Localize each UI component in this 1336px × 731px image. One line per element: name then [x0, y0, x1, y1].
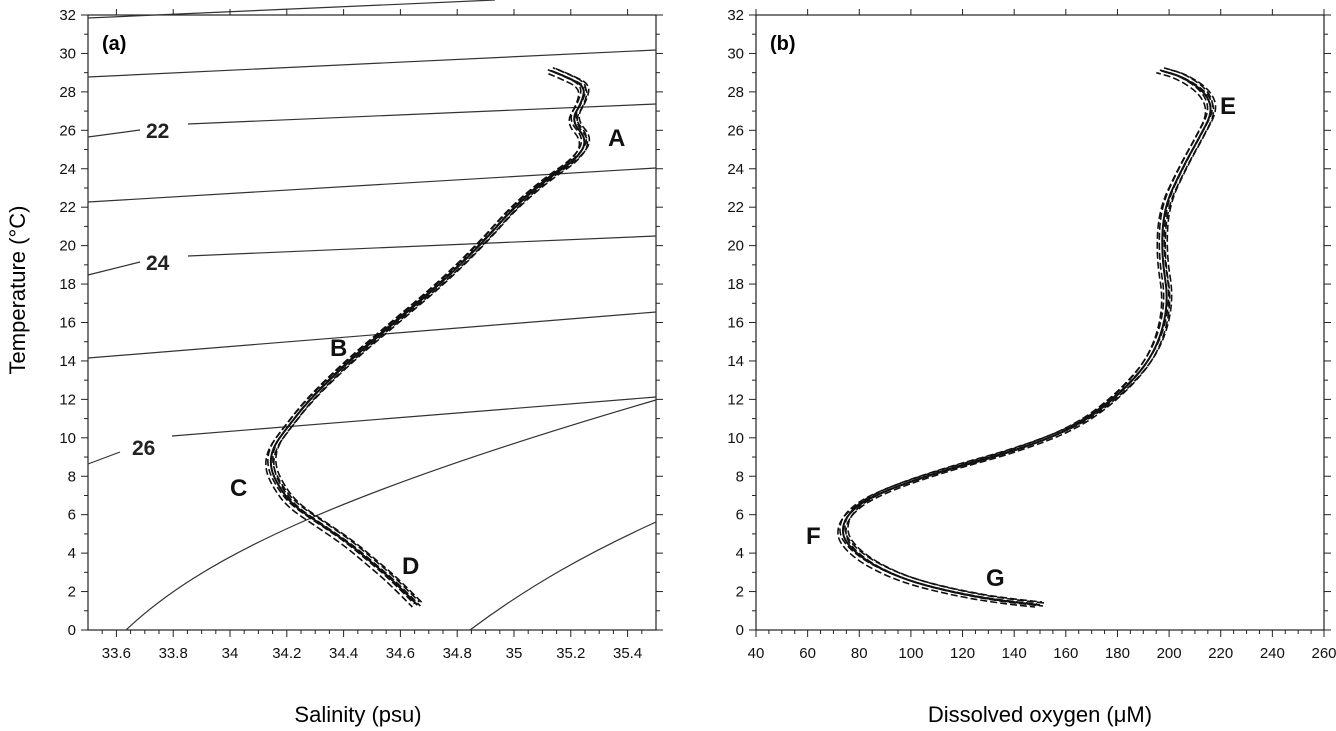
x-tick-label: 60	[799, 645, 816, 662]
panel-a-isopycnals	[87, 0, 657, 631]
y-tick-label: 6	[736, 507, 744, 524]
isopycnal-line	[469, 521, 657, 631]
y-tick-label: 14	[727, 353, 744, 370]
y-tick-label: 0	[68, 622, 76, 639]
y-tick-label: 6	[68, 507, 76, 524]
panel-a-label: (a)	[102, 33, 126, 55]
series-line	[270, 69, 586, 606]
x-tick-label: 34.6	[386, 645, 415, 662]
series-core-line	[269, 69, 586, 606]
point-label-f: F	[806, 523, 821, 550]
isopycnal-line	[87, 261, 141, 276]
isopycnal-line	[125, 399, 657, 631]
x-tick-label: 200	[1157, 645, 1182, 662]
series-line	[837, 71, 1207, 608]
isopycnal-line	[87, 0, 496, 19]
isopycnal-line	[87, 167, 657, 203]
y-tick-label: 28	[59, 84, 76, 101]
panel-a-y-axis-title: Temperature (°C)	[5, 206, 30, 375]
y-tick-label: 12	[59, 391, 76, 408]
y-tick-label: 24	[727, 161, 744, 178]
x-tick-label: 180	[1105, 645, 1130, 662]
y-tick-label: 10	[59, 430, 76, 447]
y-tick-label: 20	[727, 238, 744, 255]
y-tick-label: 20	[59, 238, 76, 255]
y-tick-label: 16	[59, 315, 76, 332]
x-tick-label: 40	[748, 645, 765, 662]
point-label-d: D	[402, 553, 419, 580]
y-tick-label: 28	[727, 84, 744, 101]
panel-b-x-axis-title: Dissolved oxygen (μM)	[928, 702, 1152, 727]
panel-a-temperature-salinity: 22 24 26 0246810121416182022242628303233…	[5, 0, 663, 727]
x-tick-label: 140	[1002, 645, 1027, 662]
x-tick-label: 240	[1260, 645, 1285, 662]
isopycnal-line	[87, 129, 141, 138]
y-tick-label: 0	[736, 622, 744, 639]
point-label-a: A	[608, 125, 625, 152]
series-line	[275, 67, 591, 604]
x-tick-label: 100	[898, 645, 923, 662]
y-tick-label: 32	[59, 7, 76, 24]
y-tick-label: 4	[736, 545, 744, 562]
y-tick-label: 30	[59, 45, 76, 62]
isopycnal-line	[187, 103, 657, 125]
y-tick-label: 16	[727, 315, 744, 332]
y-tick-label: 22	[59, 199, 76, 216]
panel-a-x-axis-title: Salinity (psu)	[294, 702, 421, 727]
isopycnal-line	[87, 451, 121, 465]
isopycnal-line	[87, 311, 657, 359]
y-tick-label: 24	[59, 161, 76, 178]
panel-b-frame	[755, 14, 1325, 631]
x-tick-label: 33.8	[159, 645, 188, 662]
y-tick-label: 26	[727, 122, 744, 139]
x-tick-label: 35.2	[556, 645, 585, 662]
y-tick-label: 22	[727, 199, 744, 216]
y-tick-label: 8	[68, 468, 76, 485]
isopycnal-line	[87, 49, 657, 78]
x-tick-label: 120	[950, 645, 975, 662]
x-tick-label: 34.2	[272, 645, 301, 662]
y-tick-label: 18	[727, 276, 744, 293]
y-tick-label: 8	[736, 468, 744, 485]
x-tick-label: 34	[222, 645, 239, 662]
x-tick-label: 220	[1208, 645, 1233, 662]
x-tick-label: 80	[851, 645, 868, 662]
y-tick-label: 26	[59, 122, 76, 139]
series-line	[267, 68, 583, 605]
x-tick-label: 35	[506, 645, 523, 662]
x-tick-label: 34.4	[329, 645, 358, 662]
point-label-g: G	[986, 565, 1005, 592]
y-tick-label: 30	[727, 45, 744, 62]
y-tick-label: 2	[736, 584, 744, 601]
x-tick-label: 160	[1053, 645, 1078, 662]
isopycnal-label-24: 24	[146, 252, 170, 275]
x-tick-label: 34.8	[443, 645, 472, 662]
point-label-e: E	[1220, 93, 1236, 120]
isopycnal-label-22: 22	[146, 120, 169, 143]
isopycnal-line	[171, 396, 657, 437]
y-tick-label: 18	[59, 276, 76, 293]
panel-b-series	[837, 66, 1217, 608]
series-line	[839, 68, 1209, 605]
y-tick-label: 12	[727, 391, 744, 408]
y-tick-label: 2	[68, 584, 76, 601]
y-tick-label: 32	[727, 7, 744, 24]
y-tick-label: 10	[727, 430, 744, 447]
series-core-line	[841, 69, 1212, 606]
isopycnal-label-26: 26	[132, 437, 155, 460]
y-tick-label: 14	[59, 353, 76, 370]
isopycnal-line	[187, 235, 657, 257]
point-label-c: C	[230, 475, 247, 502]
panel-a-series	[265, 66, 591, 608]
x-tick-label: 35.4	[613, 645, 642, 662]
x-tick-label: 33.6	[102, 645, 131, 662]
panel-b-label: (b)	[770, 33, 796, 55]
x-tick-label: 260	[1311, 645, 1336, 662]
y-tick-label: 4	[68, 545, 76, 562]
point-label-b: B	[330, 335, 347, 362]
